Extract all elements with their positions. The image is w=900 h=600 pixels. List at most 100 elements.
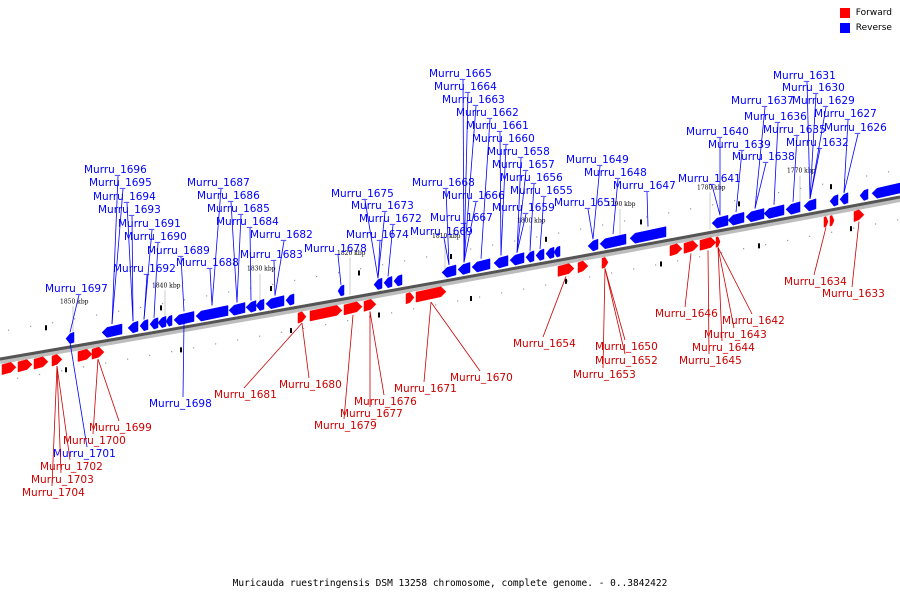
reverse-gene-leader	[111, 188, 124, 325]
reverse-gene-leader	[364, 199, 379, 279]
reverse-gene-label: Murru_1689	[147, 245, 210, 257]
reverse-gene-leader	[443, 237, 450, 265]
reverse-gene-leader	[516, 157, 522, 253]
reverse-gene-arrow	[711, 214, 729, 229]
forward-gene-label: Murru_1676	[354, 396, 417, 408]
reverse-gene-label: Murru_1675	[331, 188, 394, 200]
track-dot	[8, 329, 10, 331]
track-tick	[470, 296, 472, 301]
track-dot	[215, 343, 217, 345]
forward-gene-label: Murru_1643	[704, 329, 767, 341]
reverse-gene-label: Murru_1640	[686, 126, 749, 138]
track-tick	[45, 325, 47, 331]
track-dot	[589, 276, 591, 278]
forward-gene-label: Murru_1703	[31, 474, 94, 486]
reverse-gene-label: Murru_1690	[124, 231, 187, 243]
forward-gene-arrow	[853, 209, 865, 223]
track-dot	[162, 303, 164, 305]
reverse-gene-label: Murru_1693	[98, 204, 161, 216]
forward-gene-arrow	[683, 240, 699, 254]
reverse-gene-arrow	[509, 252, 525, 266]
reverse-gene-label: Murru_1668	[412, 177, 475, 189]
reverse-gene-arrow	[441, 264, 457, 278]
forward-gene-leader	[717, 247, 723, 342]
track-dot	[655, 264, 657, 266]
track-dot	[567, 280, 569, 282]
track-dot	[96, 314, 98, 316]
reverse-gene-label: Murru_1638	[732, 151, 795, 163]
track-dot	[866, 175, 868, 177]
forward-gene-leader	[684, 253, 692, 308]
reverse-gene-label: Murru_1639	[708, 139, 771, 151]
forward-gene-leader	[56, 366, 62, 474]
reverse-gene-label: Murru_1685	[207, 203, 270, 215]
track-dot	[479, 296, 481, 298]
reverse-gene-leader	[711, 184, 721, 216]
tick-label: 1850 kbp	[60, 298, 89, 305]
forward-gene-arrow	[715, 236, 721, 248]
track-dot	[853, 227, 855, 229]
forward-gene-label: Murru_1633	[822, 288, 885, 300]
reverse-gene-label: Murru_1651	[554, 197, 617, 209]
track-dot	[338, 272, 340, 274]
reverse-gene-arrow	[173, 311, 195, 326]
reverse-gene-label: Murru_1626	[824, 122, 887, 134]
track-tick	[850, 226, 852, 232]
reverse-gene-leader	[180, 256, 185, 312]
reverse-gene-label: Murru_1647	[613, 180, 676, 192]
reverse-gene-leader	[480, 118, 491, 259]
track-tick	[65, 367, 67, 373]
track-dot	[897, 219, 899, 221]
reverse-gene-label: Murru_1666	[442, 190, 505, 202]
tick-label: 1790 kbp	[607, 201, 636, 208]
track-dot	[105, 362, 107, 364]
track-dot	[184, 299, 186, 301]
reverse-gene-leader	[337, 254, 342, 286]
track-dot	[347, 320, 349, 322]
reverse-gene-label: Murru_1657	[492, 159, 555, 171]
reverse-gene-label: Murru_1627	[814, 108, 877, 120]
reverse-gene-arrow	[139, 319, 149, 332]
track-dot	[435, 304, 437, 306]
legend-forward-label: Forward	[855, 8, 892, 18]
track-dot	[127, 358, 129, 360]
reverse-gene-arrow	[745, 208, 765, 223]
track-dot	[875, 223, 877, 225]
track-tick	[565, 278, 567, 284]
forward-gene-arrow	[33, 356, 49, 370]
reverse-gene-arrow	[839, 192, 849, 205]
backbone-shadow	[0, 196, 900, 364]
track-dot	[822, 183, 824, 185]
reverse-gene-label: Murru_1630	[782, 82, 845, 94]
reverse-gene-leader	[153, 242, 159, 318]
reverse-gene-leader	[462, 79, 465, 263]
reverse-gene-leader	[843, 133, 859, 193]
track-dot	[61, 370, 63, 372]
legend-reverse-label: Reverse	[855, 23, 892, 33]
forward-gene-label: Murru_1680	[279, 379, 342, 391]
reverse-gene-leader	[131, 215, 134, 322]
reverse-gene-label: Murru_1674	[346, 229, 409, 241]
track-dot	[580, 228, 582, 230]
track-dot	[360, 268, 362, 270]
track-dot	[734, 200, 736, 202]
forward-gene-label: Murru_1650	[595, 341, 658, 353]
track-dot	[272, 283, 274, 285]
legend-forward: Forward	[839, 8, 892, 18]
forward-gene-leader	[604, 268, 626, 341]
reverse-gene-leader	[587, 208, 594, 240]
track-dot	[536, 236, 538, 238]
reverse-gene-label: Murru_1655	[510, 185, 573, 197]
track-tick	[378, 312, 380, 318]
track-dot	[404, 260, 406, 262]
track-dot	[756, 195, 758, 198]
reverse-gene-label: Murru_1697	[45, 283, 108, 295]
reverse-gene-leader	[809, 93, 817, 199]
reverse-gene-label: Murru_1688	[176, 257, 239, 269]
forward-gene-label: Murru_1679	[314, 420, 377, 432]
reverse-gene-arrow	[228, 302, 246, 316]
reverse-gene-leader	[143, 274, 148, 320]
forward-gene-arrow	[601, 257, 609, 269]
reverse-gene-leader	[209, 268, 213, 306]
track-dot	[140, 306, 142, 309]
